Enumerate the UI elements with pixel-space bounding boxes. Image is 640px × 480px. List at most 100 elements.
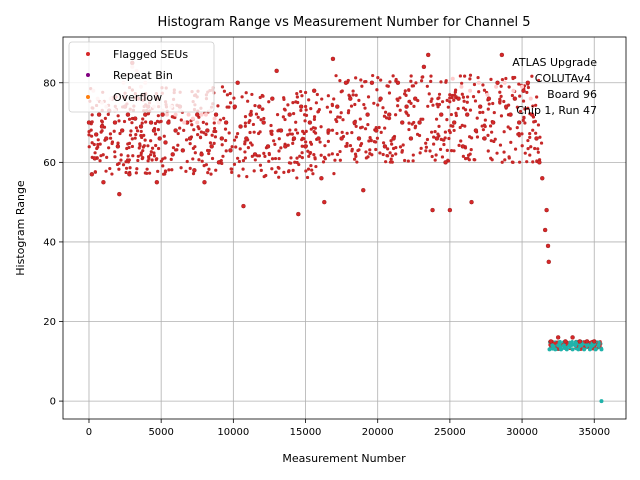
data-point-s0-10	[112, 120, 118, 125]
texture-dot	[528, 135, 532, 139]
data-point-s0-16	[127, 172, 132, 177]
data-point-s0-55	[261, 120, 266, 125]
data-point-s4-8	[570, 347, 575, 352]
texture-dot	[262, 174, 266, 179]
texture-dot	[346, 111, 351, 115]
texture-dot	[358, 117, 362, 121]
texture-dot	[445, 118, 449, 122]
texture-dot	[95, 146, 99, 151]
texture-dot	[185, 159, 189, 164]
data-point-s0-90	[408, 136, 414, 141]
texture-dot	[289, 156, 293, 160]
data-point-s0-91	[413, 96, 418, 101]
data-point-s0-4	[96, 112, 102, 117]
texture-dot	[153, 121, 158, 125]
texture-dot	[463, 157, 468, 161]
texture-dot	[429, 74, 433, 78]
data-point-s0-83	[378, 96, 383, 101]
texture-dot	[269, 129, 273, 133]
texture-dot	[296, 100, 300, 105]
data-point-s0-37	[195, 112, 200, 117]
legend-label-flagged-seus: Flagged SEUs	[113, 48, 188, 61]
texture-dot	[235, 131, 240, 136]
texture-dot	[190, 123, 194, 127]
texture-dot	[146, 159, 150, 163]
texture-dot	[388, 160, 393, 164]
texture-dot	[404, 110, 408, 114]
texture-dot	[407, 127, 411, 132]
data-point-s0-64	[298, 104, 304, 109]
texture-dot	[124, 170, 128, 175]
data-point-s0-116	[521, 88, 526, 93]
texture-dot	[287, 169, 291, 173]
texture-dot	[176, 131, 180, 136]
texture-dot	[273, 170, 278, 175]
texture-dot	[475, 116, 479, 120]
data-point-s0-87	[395, 80, 401, 85]
texture-dot	[131, 154, 135, 158]
texture-dot	[272, 139, 276, 143]
data-point-s0-59	[278, 128, 284, 133]
texture-dot	[490, 130, 494, 134]
data-point-s4-1	[550, 343, 555, 348]
texture-dot	[469, 147, 473, 152]
data-point-s0-109	[490, 120, 496, 125]
texture-dot	[332, 97, 336, 101]
texture-dot	[275, 113, 280, 117]
data-point-s0-123	[544, 207, 549, 213]
texture-dot	[139, 134, 143, 138]
plot-frame	[62, 36, 627, 420]
texture-dot	[300, 94, 304, 98]
texture-dot	[325, 105, 329, 109]
x-axis-ticks: 0 5000 10000 15000 20000 25000 30000 35000	[86, 419, 610, 438]
data-point-s0-35	[187, 136, 193, 141]
texture-dot	[482, 88, 487, 92]
texture-dot	[251, 122, 256, 127]
texture-dot	[294, 128, 298, 132]
texture-dot	[557, 340, 561, 344]
texture-dot	[473, 99, 478, 103]
texture-dot	[309, 142, 314, 146]
texture-dot	[502, 150, 506, 154]
texture-dot	[241, 167, 245, 171]
texture-dot	[128, 133, 133, 137]
texture-dot	[457, 143, 461, 147]
texture-dot	[411, 84, 416, 88]
texture-dot	[393, 113, 398, 117]
data-point-s0-94	[426, 52, 431, 58]
texture-dot	[222, 116, 226, 120]
texture-dot	[276, 165, 280, 170]
texture-dot	[486, 133, 490, 137]
texture-dot	[481, 128, 486, 132]
data-point-s0-120	[537, 160, 542, 165]
texture-dot	[155, 119, 160, 123]
texture-dot	[533, 119, 538, 123]
data-point-s0-2	[92, 156, 97, 161]
texture-dot	[309, 106, 313, 111]
texture-dot	[388, 80, 392, 84]
texture-dot	[262, 151, 266, 155]
texture-dot	[276, 129, 280, 133]
texture-dot	[232, 96, 236, 100]
data-point-s0-40	[205, 128, 210, 133]
texture-dot	[517, 160, 522, 164]
texture-dot	[250, 143, 254, 147]
annotation: ATLAS Upgrade COLUTAv4 Board 96 Chip 1, …	[512, 56, 597, 117]
data-point-s0-46	[228, 148, 233, 153]
data-point-s0-89	[404, 104, 409, 109]
texture-dot	[503, 158, 507, 162]
data-point-s4-5	[561, 343, 566, 348]
texture-dot	[427, 92, 431, 96]
texture-dot	[335, 152, 340, 157]
texture-dot	[523, 121, 527, 125]
data-point-s0-80	[365, 112, 370, 117]
texture-dot	[267, 152, 272, 157]
texture-dot	[116, 141, 120, 145]
data-point-s0-53	[252, 152, 258, 157]
texture-dot	[197, 158, 201, 162]
data-point-s0-131	[584, 339, 590, 344]
texture-dot	[311, 172, 315, 176]
data-point-s4-10	[576, 347, 581, 352]
texture-dot	[465, 95, 470, 99]
texture-dot	[129, 129, 133, 133]
